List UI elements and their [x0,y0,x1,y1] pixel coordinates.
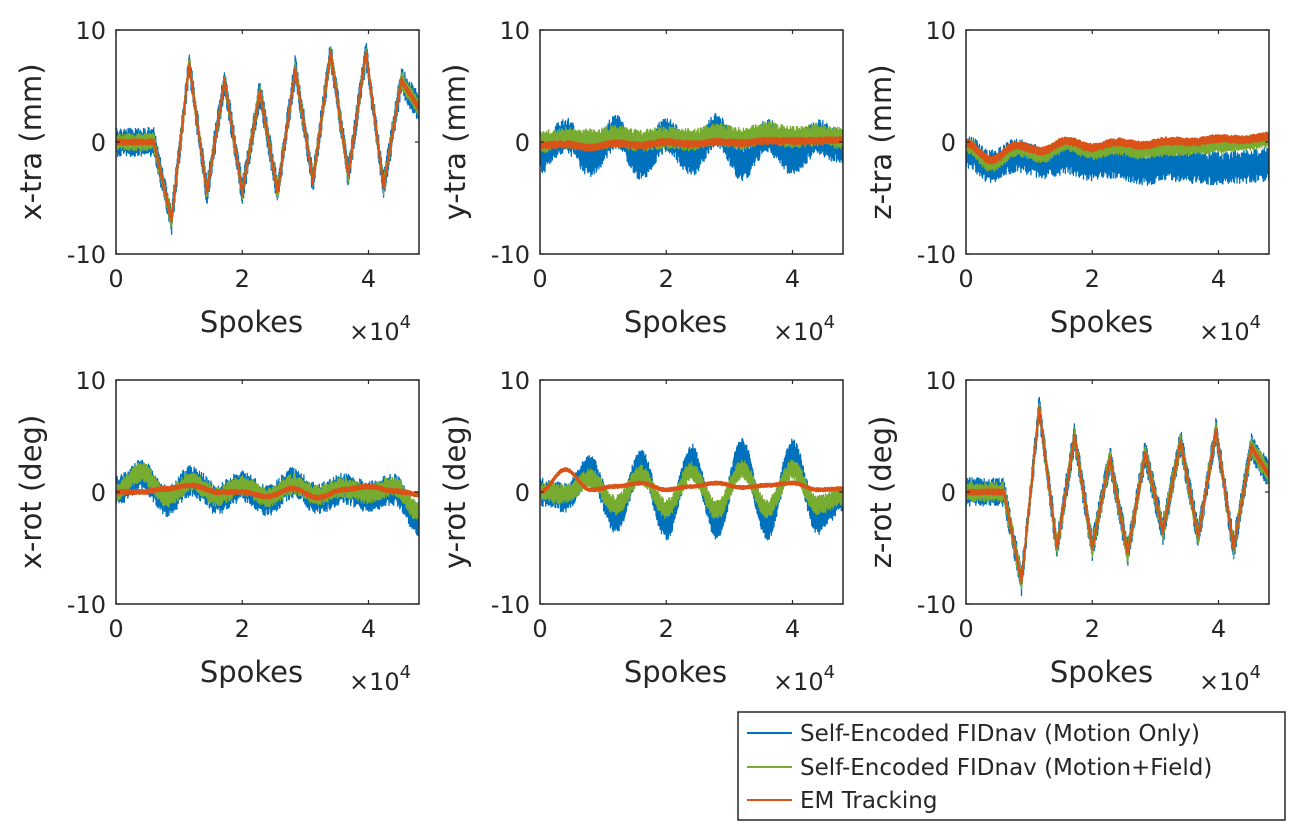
x-axis-multiplier: ×104 [773,312,835,346]
legend-label-motion-only: Self-Encoded FIDnav (Motion Only) [800,721,1200,747]
x-tick-label: 0 [108,265,123,293]
y-axis-label: z-rot (deg) [864,416,898,569]
y-tick-label: 10 [499,17,530,45]
x-tick-label: 0 [532,265,547,293]
y-axis-label: z-tra (mm) [864,64,898,219]
series-line-em-tracking [540,135,843,152]
x-axis-label: Spokes [624,655,727,689]
x-tick-label: 4 [361,615,376,643]
x-tick-label: 0 [108,615,123,643]
x-tick-label: 4 [785,265,800,293]
y-axis-label: y-rot (deg) [438,415,472,569]
y-tick-label: -10 [67,591,106,619]
series-group [116,459,419,537]
x-axis-label: Spokes [1050,655,1153,689]
y-tick-label: 10 [925,17,956,45]
x-tick-label: 4 [1211,615,1226,643]
series-line-em-tracking [540,467,843,495]
x-tick-label: 4 [361,265,376,293]
y-axis-label: x-tra (mm) [14,63,48,220]
y-tick-label: -10 [67,241,106,269]
x-axis-multiplier: ×104 [1199,662,1261,696]
x-tick-label: 0 [532,615,547,643]
y-tick-label: 0 [515,479,530,507]
y-tick-label: -10 [491,241,530,269]
series-line-motion-field [540,459,843,519]
axes-frame [539,379,844,605]
x-tick-label: 0 [958,615,973,643]
series-line-em-tracking [966,405,1269,585]
series-group [540,112,843,182]
x-tick-label: 2 [235,615,250,643]
x-tick-label: 4 [785,615,800,643]
y-tick-label: 10 [75,367,106,395]
x-tick-label: 2 [659,265,674,293]
legend: Self-Encoded FIDnav (Motion Only) Self-E… [737,711,1286,821]
y-tick-label: -10 [917,241,956,269]
y-tick-label: 10 [75,17,106,45]
x-axis-multiplier: ×104 [349,312,411,346]
y-tick-label: 0 [941,479,956,507]
series-group [116,42,419,235]
series-line-em-tracking [116,50,419,223]
x-tick-label: 2 [1085,615,1100,643]
y-tick-label: 0 [91,129,106,157]
series-group [540,438,843,541]
y-tick-label: 0 [515,129,530,157]
x-axis-multiplier: ×104 [349,662,411,696]
series-group [966,396,1269,597]
legend-box [737,711,1286,821]
legend-label-em-tracking: EM Tracking [800,788,937,814]
x-tick-label: 2 [1085,265,1100,293]
y-axis-label: y-tra (mm) [438,64,472,221]
series-line-em-tracking [966,131,1269,165]
legend-label-motion-field: Self-Encoded FIDnav (Motion+Field) [800,755,1212,781]
y-axis-label: x-rot (deg) [14,415,48,570]
x-axis-label: Spokes [200,655,303,689]
x-axis-label: Spokes [200,305,303,339]
x-axis-label: Spokes [624,305,727,339]
series-line-em-tracking [116,482,419,501]
y-tick-label: -10 [917,591,956,619]
series-group [966,131,1269,186]
x-tick-label: 2 [235,265,250,293]
x-tick-label: 0 [958,265,973,293]
y-tick-label: -10 [491,591,530,619]
y-tick-label: 10 [925,367,956,395]
series-line-motion-only [540,438,843,541]
x-axis-multiplier: ×104 [773,662,835,696]
x-axis-multiplier: ×104 [1199,312,1261,346]
series-line-motion-field [540,121,843,154]
y-tick-label: 0 [91,479,106,507]
y-tick-label: 0 [941,129,956,157]
y-tick-label: 10 [499,367,530,395]
x-axis-label: Spokes [1050,305,1153,339]
x-tick-label: 4 [1211,265,1226,293]
x-tick-label: 2 [659,615,674,643]
